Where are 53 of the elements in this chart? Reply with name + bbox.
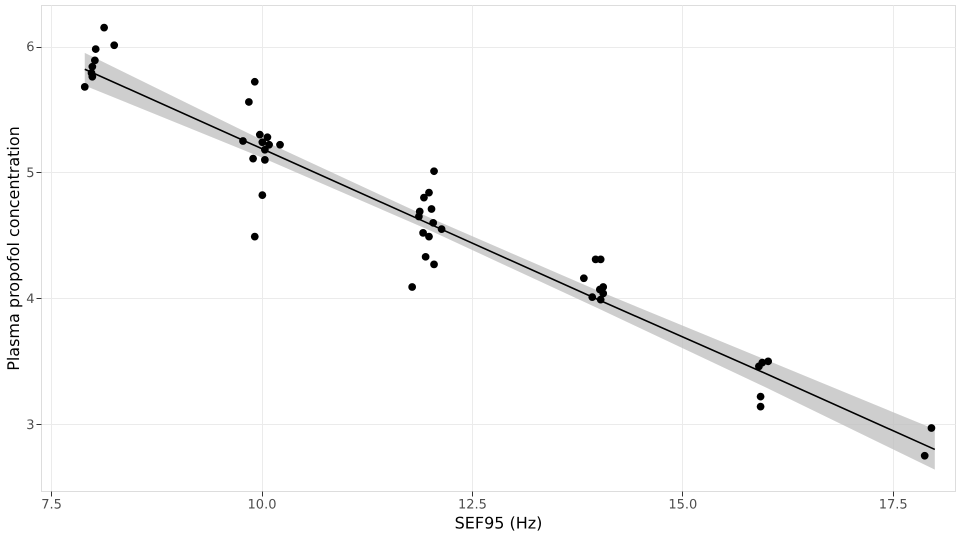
point — [756, 402, 764, 411]
point — [245, 98, 253, 106]
point — [588, 293, 596, 301]
point — [258, 138, 266, 146]
point — [90, 56, 99, 64]
point — [420, 194, 428, 202]
point — [100, 24, 108, 32]
point — [756, 392, 764, 400]
point — [261, 146, 269, 154]
point — [430, 167, 438, 176]
point — [596, 296, 605, 304]
point — [422, 252, 430, 261]
point — [250, 232, 259, 241]
point — [429, 218, 438, 227]
point — [88, 62, 96, 71]
x-tick-label: 12.5 — [458, 498, 487, 512]
point — [80, 82, 89, 91]
x-tick-label: 15.0 — [668, 498, 698, 512]
point — [239, 137, 247, 145]
point — [110, 41, 118, 50]
point — [920, 452, 929, 460]
point — [425, 188, 433, 196]
point — [250, 78, 259, 86]
point — [928, 424, 936, 432]
point — [599, 283, 608, 291]
x-tick-label: 10.0 — [248, 498, 276, 512]
point — [92, 45, 100, 53]
point — [592, 255, 600, 264]
point — [265, 140, 273, 149]
point — [419, 229, 427, 237]
point — [580, 274, 588, 282]
point — [261, 156, 269, 164]
y-tick-label: 5 — [26, 166, 34, 181]
point — [249, 154, 257, 162]
y-tick-label: 6 — [26, 40, 34, 56]
y-tick-label: 3 — [26, 418, 34, 433]
x-tick-label: 17.5 — [878, 498, 908, 512]
point — [430, 260, 438, 268]
y-axis-title: Plasma propofol concentration — [4, 126, 24, 371]
point — [425, 232, 433, 241]
point — [276, 140, 284, 149]
point — [408, 283, 416, 291]
x-axis-title: SEF95 (Hz) — [454, 514, 542, 532]
point — [258, 191, 266, 199]
x-tick-label: 7.5 — [41, 498, 62, 512]
point — [264, 133, 272, 142]
point — [764, 357, 772, 366]
point — [415, 212, 423, 220]
point — [428, 205, 436, 213]
point — [755, 362, 763, 370]
y-tick-label: 4 — [26, 292, 34, 307]
point — [438, 225, 446, 233]
point — [256, 130, 264, 139]
